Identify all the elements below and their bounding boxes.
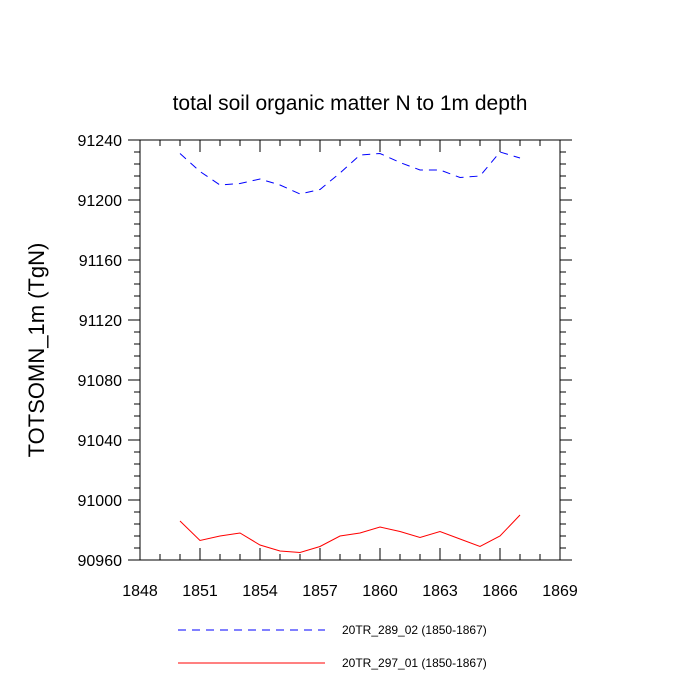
y-tick-label: 91160 [79, 253, 122, 270]
axis-ticks [128, 139, 572, 561]
x-tick-label: 1848 [122, 583, 158, 600]
x-tick-label: 1863 [422, 583, 458, 600]
legend-label-1: 20TR_289_02 (1850-1867) [342, 623, 487, 637]
y-tick-label: 91000 [78, 493, 123, 510]
x-tick-label: 1851 [182, 583, 218, 600]
series-line-1 [179, 151, 521, 195]
x-tick-label: 1869 [542, 583, 578, 600]
x-tick-label: 1854 [242, 583, 278, 600]
y-tick-label: 91080 [78, 373, 123, 390]
y-axis-label: TOTSOMN_1m (TgN) [24, 243, 49, 458]
x-tick-label: 1866 [482, 583, 518, 600]
legend: 20TR_289_02 (1850-1867) 20TR_297_01 (1850… [178, 623, 487, 670]
legend-label-2: 20TR_297_01 (1850-1867) [342, 656, 487, 670]
y-tick-label: 90960 [78, 553, 123, 570]
x-tick-label: 1857 [302, 583, 338, 600]
axis-tick-labels: 1848 1851 1854 1857 1860 1863 1866 1869 90960 910… [78, 133, 578, 600]
series-lines [179, 151, 521, 554]
series-line-2 [179, 514, 521, 554]
y-tick-label: 91200 [78, 193, 123, 210]
y-tick-label: 91120 [79, 313, 122, 330]
plot-frame [139, 139, 561, 561]
y-tick-label: 91240 [78, 133, 123, 150]
chart-title: total soil organic matter N to 1m depth [173, 92, 528, 115]
x-tick-label: 1860 [362, 583, 398, 600]
y-tick-label: 91040 [78, 433, 123, 450]
